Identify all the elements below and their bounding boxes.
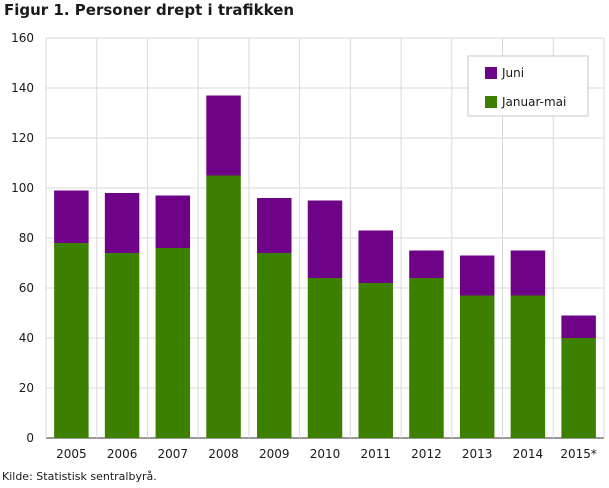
x-tick-2014: 2014 bbox=[513, 447, 544, 461]
legend-swatch-juni bbox=[485, 67, 497, 79]
x-tick-2009: 2009 bbox=[259, 447, 290, 461]
bar-2014-juni bbox=[510, 250, 546, 296]
x-tick-2010: 2010 bbox=[310, 447, 341, 461]
bar-2013-januar-mai bbox=[459, 295, 495, 438]
chart-title: Figur 1. Personer drept i trafikken bbox=[4, 1, 295, 19]
y-tick-160: 160 bbox=[11, 31, 34, 45]
bar-2006-januar-mai bbox=[104, 253, 140, 438]
x-tick-2005: 2005 bbox=[56, 447, 87, 461]
bars bbox=[54, 95, 596, 438]
legend: Juni Januar-mai bbox=[467, 55, 589, 117]
legend-swatch-januar-mai bbox=[485, 96, 497, 108]
bar-2015-juni bbox=[561, 315, 596, 338]
bar-2012-januar-mai bbox=[409, 278, 444, 438]
legend-label-juni: Juni bbox=[501, 66, 524, 80]
y-tick-labels: 0 20 40 60 80 100 120 140 160 bbox=[11, 31, 34, 445]
bar-2011-januar-mai bbox=[358, 283, 393, 438]
bar-2010-januar-mai bbox=[307, 278, 343, 438]
y-tick-100: 100 bbox=[11, 181, 34, 195]
y-tick-80: 80 bbox=[19, 231, 34, 245]
x-tick-2011: 2011 bbox=[360, 447, 391, 461]
bar-2009-juni bbox=[257, 198, 292, 253]
y-tick-0: 0 bbox=[26, 431, 34, 445]
bar-2010-juni bbox=[307, 200, 343, 278]
bar-2006-juni bbox=[104, 193, 140, 253]
bar-2007-juni bbox=[155, 195, 191, 248]
x-tick-2012: 2012 bbox=[411, 447, 442, 461]
bar-2005-juni bbox=[54, 190, 89, 243]
bar-2009-januar-mai bbox=[257, 253, 292, 438]
x-tick-2013: 2013 bbox=[462, 447, 493, 461]
x-tick-2006: 2006 bbox=[107, 447, 138, 461]
x-tick-labels: 2005 2006 2007 2008 2009 2010 2011 2012 2013 2014… bbox=[56, 447, 597, 461]
bar-2008-januar-mai bbox=[206, 175, 241, 438]
x-tick-2007: 2007 bbox=[158, 447, 189, 461]
bar-2005-januar-mai bbox=[54, 243, 89, 438]
legend-label-januar-mai: Januar-mai bbox=[501, 95, 566, 109]
x-tick-2008: 2008 bbox=[208, 447, 239, 461]
x-tick-2015: 2015* bbox=[560, 447, 597, 461]
y-tick-40: 40 bbox=[19, 331, 34, 345]
bar-2015-januar-mai bbox=[561, 338, 596, 438]
bar-2011-juni bbox=[358, 230, 393, 283]
bar-2013-juni bbox=[459, 255, 495, 296]
y-tick-60: 60 bbox=[19, 281, 34, 295]
y-tick-120: 120 bbox=[11, 131, 34, 145]
bar-2012-juni bbox=[409, 250, 444, 278]
bar-2008-juni bbox=[206, 95, 241, 176]
y-tick-140: 140 bbox=[11, 81, 34, 95]
y-tick-20: 20 bbox=[19, 381, 34, 395]
bar-2007-januar-mai bbox=[155, 248, 191, 438]
bar-2014-januar-mai bbox=[510, 295, 546, 438]
source-note: Kilde: Statistisk sentralbyrå. bbox=[2, 470, 157, 483]
